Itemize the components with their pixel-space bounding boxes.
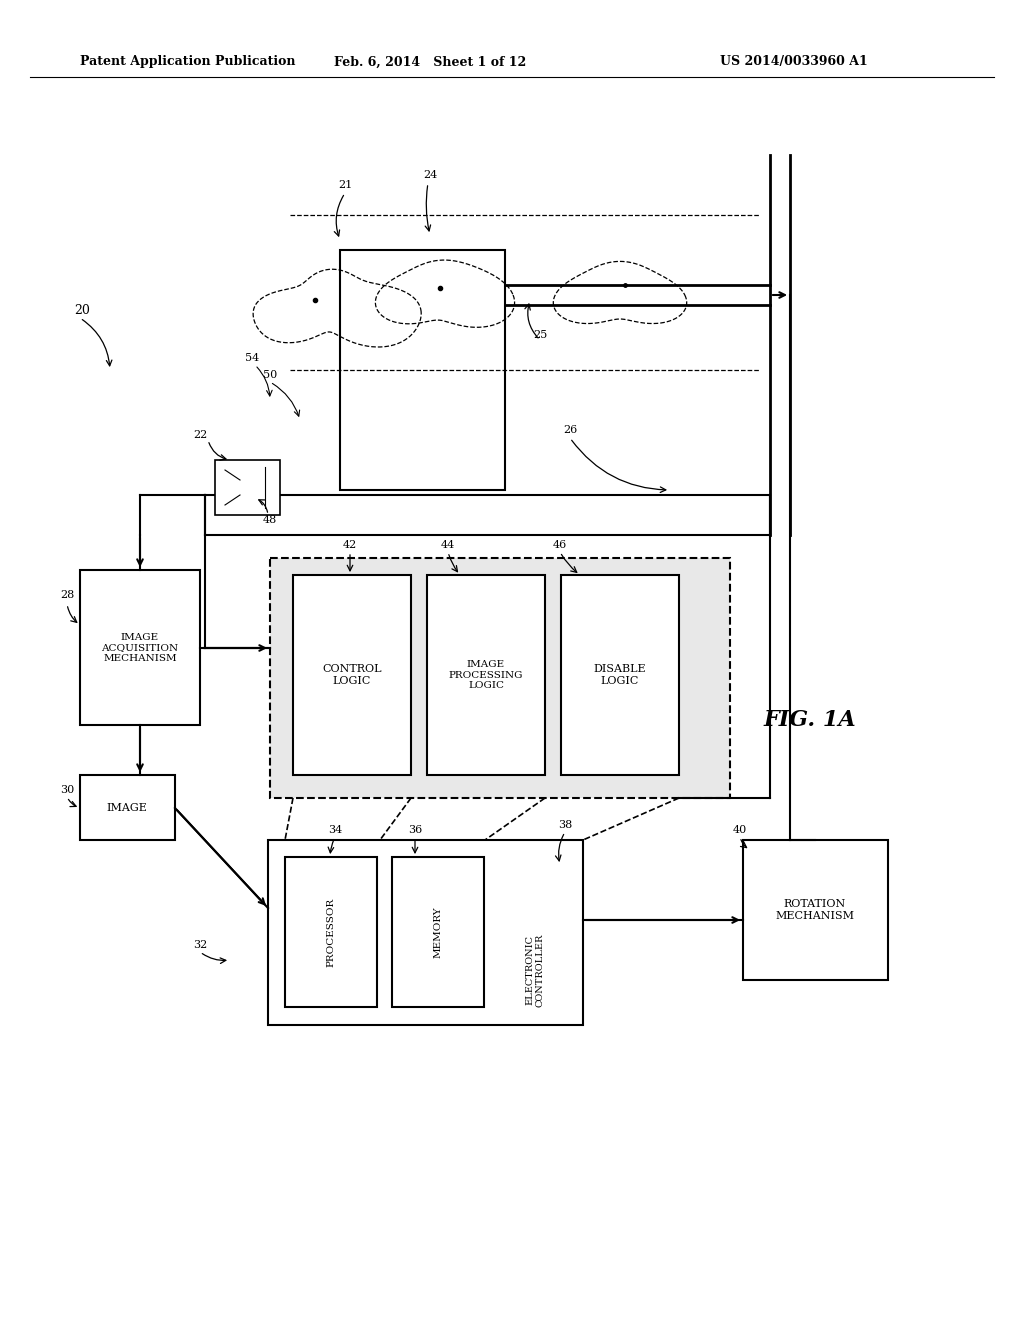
- Bar: [743, 840, 888, 979]
- Text: ROTATION
MECHANISM: ROTATION MECHANISM: [775, 899, 854, 921]
- Bar: [215, 459, 280, 515]
- Text: 40: 40: [733, 825, 748, 836]
- Text: 32: 32: [193, 940, 207, 950]
- Bar: [270, 558, 730, 799]
- Text: 24: 24: [423, 170, 437, 180]
- Text: IMAGE
ACQUISITION
MECHANISM: IMAGE ACQUISITION MECHANISM: [101, 634, 178, 663]
- Text: 34: 34: [328, 825, 342, 836]
- Text: IMAGE: IMAGE: [106, 803, 147, 813]
- Text: 26: 26: [563, 425, 578, 436]
- Bar: [80, 570, 200, 725]
- Bar: [561, 576, 679, 775]
- Text: PROCESSOR: PROCESSOR: [327, 898, 336, 966]
- Text: FIG. 1A: FIG. 1A: [764, 709, 856, 731]
- Text: 21: 21: [338, 180, 352, 190]
- Text: ELECTRONIC
CONTROLLER: ELECTRONIC CONTROLLER: [525, 933, 545, 1007]
- Text: 22: 22: [193, 430, 207, 440]
- Text: 36: 36: [408, 825, 422, 836]
- Text: 30: 30: [59, 785, 74, 795]
- Text: 42: 42: [343, 540, 357, 550]
- Text: 48: 48: [263, 515, 278, 525]
- Bar: [80, 775, 175, 840]
- Bar: [427, 576, 545, 775]
- Text: Feb. 6, 2014   Sheet 1 of 12: Feb. 6, 2014 Sheet 1 of 12: [334, 55, 526, 69]
- Text: MEMORY: MEMORY: [433, 907, 442, 958]
- Text: 20: 20: [74, 304, 90, 317]
- Text: 46: 46: [553, 540, 567, 550]
- Text: 38: 38: [558, 820, 572, 830]
- Bar: [293, 576, 411, 775]
- Text: Patent Application Publication: Patent Application Publication: [80, 55, 296, 69]
- Text: IMAGE
PROCESSING
LOGIC: IMAGE PROCESSING LOGIC: [449, 660, 523, 690]
- Bar: [392, 857, 484, 1007]
- Text: US 2014/0033960 A1: US 2014/0033960 A1: [720, 55, 867, 69]
- Text: 44: 44: [441, 540, 455, 550]
- Text: 25: 25: [532, 330, 547, 341]
- Text: 28: 28: [59, 590, 74, 601]
- Text: CONTROL
LOGIC: CONTROL LOGIC: [323, 664, 382, 686]
- Text: 50: 50: [263, 370, 278, 380]
- Bar: [268, 840, 583, 1026]
- Text: 54: 54: [245, 352, 259, 363]
- Bar: [285, 857, 377, 1007]
- Bar: [340, 249, 505, 490]
- Text: DISABLE
LOGIC: DISABLE LOGIC: [594, 664, 646, 686]
